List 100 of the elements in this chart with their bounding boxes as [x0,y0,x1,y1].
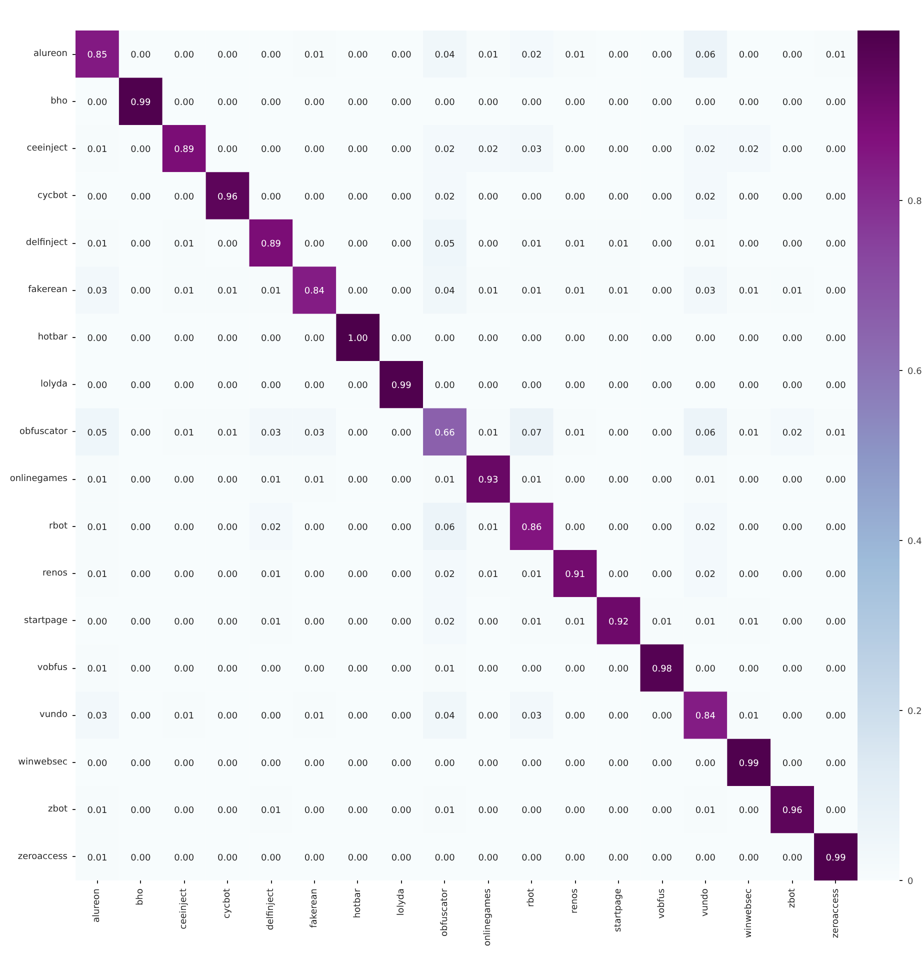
data-label: 0.00 [652,758,672,769]
data-label: 0.02 [738,145,759,156]
data-label: 0.01 [565,617,586,628]
data-label: 0.00 [738,664,760,674]
data-label: 0.01 [695,806,716,816]
data-label: 0.00 [391,476,412,486]
data-label: 0.00 [348,476,368,486]
data-label: 0.00 [260,192,282,202]
data-label: 0.02 [782,428,802,438]
data-label: 0.00 [87,758,108,769]
y-tick-label: hotbar [38,332,68,342]
data-label: 0.01 [738,617,759,628]
data-label: 0.00 [391,522,412,533]
data-label: 0.00 [522,334,542,344]
data-label: 0.00 [652,145,672,156]
data-label: 0.00 [522,98,542,108]
data-label: 0.00 [218,570,238,580]
x-tick-label: vundo [700,888,710,916]
data-label: 0.00 [522,192,542,202]
data-label: 0.04 [434,712,456,722]
data-label: 0.02 [522,50,542,61]
data-label: 0.01 [478,428,498,438]
data-label: 0.00 [738,570,760,580]
data-label: 0.00 [652,381,672,392]
data-label: 0.01 [174,428,194,438]
x-tick-label: onlinegames [483,888,494,946]
data-label: 0.84 [695,712,716,722]
data-label: 0.00 [348,145,368,156]
data-label: 0.00 [695,381,716,392]
data-label: 0.00 [130,664,151,674]
data-label: 0.01 [87,476,108,486]
data-label: 0.00 [260,98,282,108]
data-label: 0.02 [434,192,455,202]
data-label: 0.00 [304,240,325,250]
data-label: 0.00 [218,522,238,533]
data-label: 0.00 [565,664,586,674]
data-label: 0.00 [608,428,629,438]
data-label: 0.01 [522,240,542,250]
data-label: 0.00 [826,334,846,344]
y-tick-label: zeroaccess [18,852,68,862]
y-tick-label: delfinject [26,238,68,248]
color-bar-label: 0.4 [908,537,922,547]
data-label: 0.01 [826,428,846,438]
data-label: 0.00 [391,50,412,61]
data-label: 0.00 [826,758,846,769]
data-label: 0.00 [826,286,846,297]
data-label: 0.00 [434,334,456,344]
data-label: 0.00 [304,145,325,156]
data-label: 0.89 [260,240,282,250]
data-label: 0.00 [130,240,151,250]
data-label: 0.00 [608,334,629,344]
data-label: 0.00 [174,50,194,61]
data-label: 0.00 [652,806,672,816]
x-tick-label: winwebsec [744,888,754,938]
y-tick-label: obfuscator [20,426,68,437]
data-label: 0.00 [218,853,238,864]
x-tick-label: fakerean [309,888,320,928]
data-label: 0.00 [782,334,803,344]
data-label: 0.01 [87,145,108,156]
y-tick-label: zbot [48,804,68,815]
data-label: 0.00 [782,381,803,392]
data-label: 0.84 [304,286,325,297]
data-label: 0.00 [260,853,282,864]
data-label: 0.00 [434,98,456,108]
data-label: 0.00 [565,806,586,816]
data-label: 0.00 [304,192,325,202]
x-tick-label: renos [570,888,580,914]
y-tick-label: onlinegames [10,474,68,484]
data-label: 0.89 [174,145,194,156]
data-label: 0.00 [478,806,499,816]
data-label: 0.02 [695,570,716,580]
data-label: 0.01 [87,570,108,580]
data-label: 0.00 [130,286,151,297]
data-label: 0.00 [522,381,542,392]
data-label: 0.00 [391,712,412,722]
data-label: 0.01 [782,286,802,297]
data-label: 0.00 [87,192,108,202]
x-tick-label: obfuscator [440,888,450,936]
data-label: 0.00 [782,522,803,533]
x-tick-label: delfinject [266,888,276,930]
data-label: 0.00 [738,522,760,533]
x-tick-label: hotbar [352,888,363,918]
data-label: 0.00 [738,381,760,392]
y-tick-label: startpage [24,616,68,626]
data-label: 0.00 [478,192,499,202]
data-label: 0.00 [87,381,108,392]
data-label: 0.01 [522,286,542,297]
y-tick-label: lolyda [40,380,68,390]
data-label: 0.00 [391,617,412,628]
data-label: 0.00 [260,664,282,674]
data-label: 0.01 [478,570,498,580]
data-label: 0.01 [695,617,716,628]
data-label: 0.01 [304,712,324,722]
data-label: 0.00 [608,476,629,486]
data-label: 0.00 [218,381,238,392]
data-label: 0.00 [565,98,586,108]
data-label: 0.00 [348,617,368,628]
data-label: 0.00 [782,853,803,864]
data-label: 0.07 [522,428,542,438]
color-bar-label: 0.2 [908,707,922,717]
